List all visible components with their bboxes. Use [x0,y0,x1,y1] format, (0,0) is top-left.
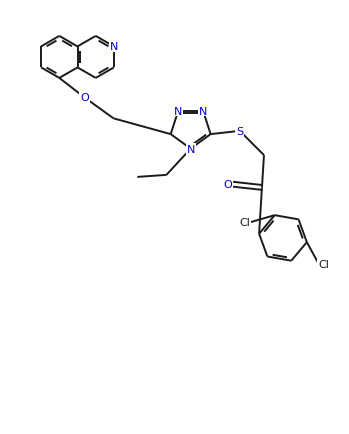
Text: N: N [174,106,183,116]
Text: N: N [186,144,195,154]
Text: O: O [80,93,89,103]
Text: O: O [224,180,232,190]
Text: Cl: Cl [239,218,250,228]
Text: Cl: Cl [318,260,329,270]
Text: N: N [199,106,207,116]
Text: S: S [236,127,243,137]
Text: N: N [110,42,118,52]
